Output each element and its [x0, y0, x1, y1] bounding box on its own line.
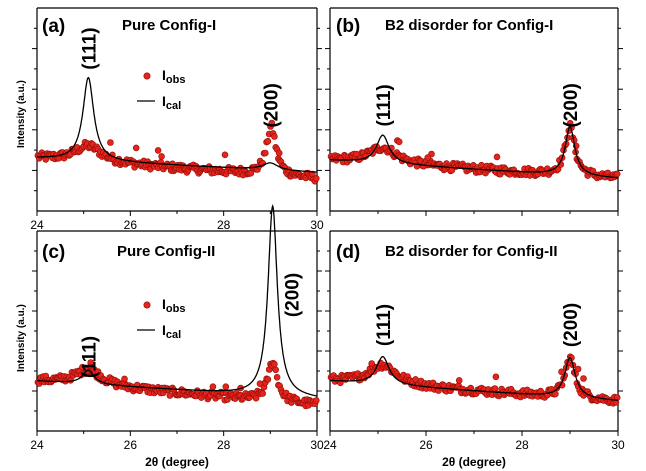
x-axis-title-left: 2θ (degree)	[145, 455, 209, 469]
legend-obs-label: Iobs	[162, 67, 185, 86]
panel-b: (b) B2 disorder for Config-I (111) (200)	[325, 7, 623, 216]
panel-d: (d) B2 disorder for Config-II 24 26 28 30 (1…	[323, 230, 625, 452]
obs-point	[272, 366, 280, 374]
panel-letter: (c)	[42, 242, 65, 263]
obs-point	[247, 169, 255, 177]
peak-label: (111)	[374, 304, 395, 346]
y-axis-title-bottom: Intensity (a.u.)	[16, 304, 27, 372]
cal-line	[37, 76, 317, 173]
obs-point	[395, 138, 403, 146]
legend-obs-label: Iobs	[162, 296, 185, 315]
obs-point	[273, 373, 281, 381]
obs-point	[368, 360, 376, 367]
obs-point	[312, 175, 320, 182]
obs-point	[87, 359, 94, 366]
obs-point	[107, 139, 114, 146]
panel-letter: (a)	[42, 16, 65, 37]
x-tick-label: 24	[30, 438, 44, 452]
cal-line	[329, 125, 618, 179]
x-tick-label: 26	[124, 438, 138, 452]
obs-point	[268, 119, 276, 127]
legend-obs-marker	[143, 72, 151, 80]
panel-title: Pure Config-II	[117, 243, 215, 260]
obs-point	[158, 153, 165, 160]
x-tick-label: 28	[217, 218, 231, 232]
cal-line	[36, 204, 318, 397]
panel-letter: (b)	[336, 16, 360, 37]
obs-point	[580, 375, 587, 382]
obs-point	[154, 147, 162, 154]
obs-point	[574, 365, 582, 373]
x-tick-label: 26	[419, 438, 433, 452]
peak-label: (200)	[261, 83, 282, 127]
obs-point	[455, 377, 463, 384]
cal-line	[330, 355, 618, 401]
obs-point	[275, 149, 283, 157]
obs-point	[312, 397, 320, 404]
y-axis-title-top: Intensity (a.u.)	[16, 80, 27, 148]
peak-label: (111)	[79, 336, 100, 378]
obs-point	[222, 383, 230, 391]
obs-point	[256, 380, 264, 388]
x-axis-title-right: 2θ (degree)	[442, 455, 506, 469]
peak-label: (200)	[561, 83, 582, 127]
panel-a: (a) Pure Config-I 24 26 28 30 (111) (200) Iobs…	[30, 7, 324, 232]
panel-c: (c) Pure Config-II 24 26 28 30 (111) (200) Iob…	[30, 204, 324, 452]
legend-obs-marker	[143, 301, 151, 309]
obs-point	[271, 133, 278, 140]
peak-label: (111)	[374, 84, 395, 126]
obs-point	[261, 149, 269, 157]
x-tick-label: 30	[611, 438, 625, 452]
obs-point	[493, 153, 501, 161]
peak-label: (111)	[79, 27, 100, 69]
obs-point	[264, 376, 272, 383]
obs-point	[613, 170, 621, 178]
legend-cal-label: Ical	[162, 322, 181, 341]
x-tick-label: 28	[515, 438, 529, 452]
obs-point	[412, 376, 419, 383]
panel-title: Pure Config-I	[122, 17, 216, 34]
obs-point	[221, 151, 229, 159]
panel-letter: (d)	[336, 242, 360, 263]
panel-title: B2 disorder for Config-II	[385, 243, 558, 260]
obs-point	[252, 394, 260, 402]
panel-title: B2 disorder for Config-I	[385, 17, 553, 34]
x-tick-label: 30	[310, 438, 324, 452]
obs-point	[271, 360, 278, 368]
x-tick-label: 30	[310, 218, 324, 232]
peak-label: (200)	[561, 303, 582, 347]
obs-point	[558, 368, 565, 376]
legend-cal-label: Ical	[162, 93, 181, 112]
obs-point	[264, 137, 272, 145]
obs-point	[259, 390, 267, 397]
obs-point	[132, 144, 140, 152]
x-tick-label: 24	[323, 438, 337, 452]
x-tick-label: 28	[217, 438, 231, 452]
x-tick-label: 26	[124, 218, 138, 232]
obs-point	[492, 373, 500, 381]
x-tick-label: 24	[30, 218, 44, 232]
obs-point	[121, 375, 128, 383]
obs-point	[209, 383, 217, 391]
peak-label: (200)	[282, 273, 303, 317]
obs-point	[424, 154, 432, 161]
